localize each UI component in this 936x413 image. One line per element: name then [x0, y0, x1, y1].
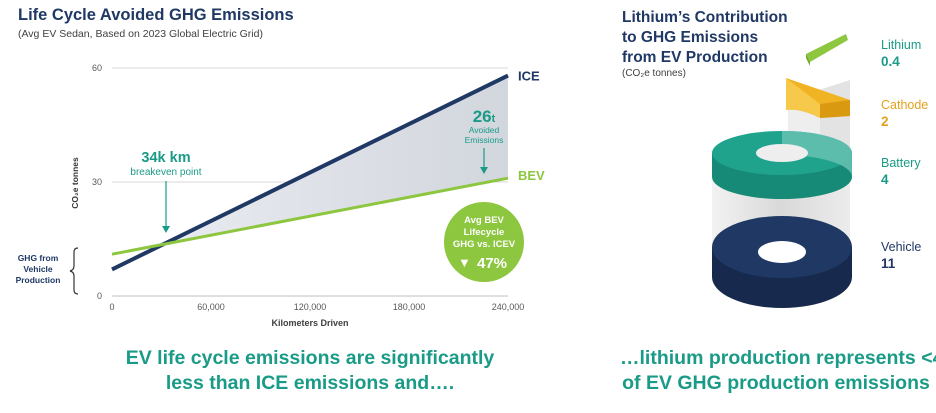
ghg-bracket-label-3: Production	[16, 275, 61, 285]
right-title: Lithium’s Contribution to GHG Emissions …	[622, 8, 842, 68]
x-tick-label: 60,000	[197, 302, 225, 312]
avoided-label-line2: Emissions	[465, 135, 504, 145]
lifecycle-chart: 0 30 60 0 60,000 120,000 180,000 240,000 ICE BE…	[16, 63, 545, 312]
left-bottom-line2: less than ICE emissions and….	[165, 372, 455, 394]
avoided-arrowhead	[480, 167, 488, 174]
lifecycle-badge: Avg BEV Lifecycle GHG vs. ICEV ▼ 47%	[444, 202, 524, 282]
battery-value: 4	[881, 172, 889, 187]
ice-series-line	[111, 73, 509, 272]
badge-line1: Avg BEV	[464, 215, 504, 226]
down-triangle-icon: ▼	[458, 255, 471, 270]
cathode-label: Cathode	[881, 98, 929, 112]
breakeven-value: 34k km	[141, 150, 190, 166]
lithium-wedge	[806, 34, 848, 66]
x-tick-label: 120,000	[294, 302, 327, 312]
right-title-line1: Lithium’s Contribution	[622, 9, 788, 26]
left-bottom-text: EV life cycle emissions are significantl…	[0, 346, 620, 396]
bev-series-label: BEV	[518, 168, 545, 183]
battery-label: Battery	[881, 156, 921, 170]
ghg-bracket	[69, 247, 79, 295]
lithium-value: 0.4	[881, 54, 900, 69]
y-tick-label: 60	[92, 63, 102, 73]
avoided-value: 26t	[473, 107, 496, 126]
cathode-wedge	[786, 78, 850, 118]
lithium-label: Lithium	[881, 38, 922, 52]
chart-title: Life Cycle Avoided GHG Emissions	[18, 6, 294, 24]
battery-ring	[712, 131, 852, 199]
y-tick-label: 0	[97, 291, 102, 301]
right-bottom-line2: of EV GHG production emissions	[622, 372, 930, 394]
badge-line3: GHG vs. ICEV	[453, 239, 516, 250]
bev-series-line	[111, 176, 509, 256]
stacked-donut-graphic	[712, 34, 852, 308]
x-axis-title-text: Kilometers Driven	[271, 318, 349, 328]
avoided-label-line1: Avoided	[469, 125, 500, 135]
right-bottom-text: …lithium production represents <4% of EV…	[620, 346, 936, 396]
ice-series-label: ICE	[518, 69, 540, 84]
cathode-value: 2	[881, 114, 889, 129]
right-bottom-line1: …lithium production represents <4%	[620, 347, 936, 369]
x-tick-label: 240,000	[492, 302, 525, 312]
y-axis-title: CO₂e tonnes	[70, 157, 80, 209]
right-title-line2: to GHG Emissions	[622, 29, 759, 46]
left-bottom-line1: EV life cycle emissions are significantl…	[125, 347, 495, 369]
vehicle-label: Vehicle	[881, 240, 922, 254]
tick-labels: 0 30 60 0 60,000 120,000 180,000 240,000	[92, 63, 524, 312]
right-subtitle: (CO₂e tonnes)	[622, 68, 686, 79]
vehicle-ring	[712, 216, 852, 308]
ghg-bracket-label-1: GHG from	[18, 253, 59, 263]
breakeven-arrowhead	[162, 226, 170, 233]
badge-line2: Lifecycle	[464, 227, 505, 238]
ghg-bracket-label-2: Vehicle	[23, 264, 53, 274]
chart-subtitle: (Avg EV Sedan, Based on 2023 Global Elec…	[18, 28, 263, 40]
x-tick-label: 0	[109, 302, 114, 312]
breakeven-label: breakeven point	[130, 167, 201, 178]
y-tick-label: 30	[92, 177, 102, 187]
badge-value: 47%	[477, 255, 507, 272]
vehicle-value: 11	[881, 256, 896, 271]
right-title-line3: from EV Production	[622, 49, 768, 66]
x-tick-label: 180,000	[393, 302, 426, 312]
